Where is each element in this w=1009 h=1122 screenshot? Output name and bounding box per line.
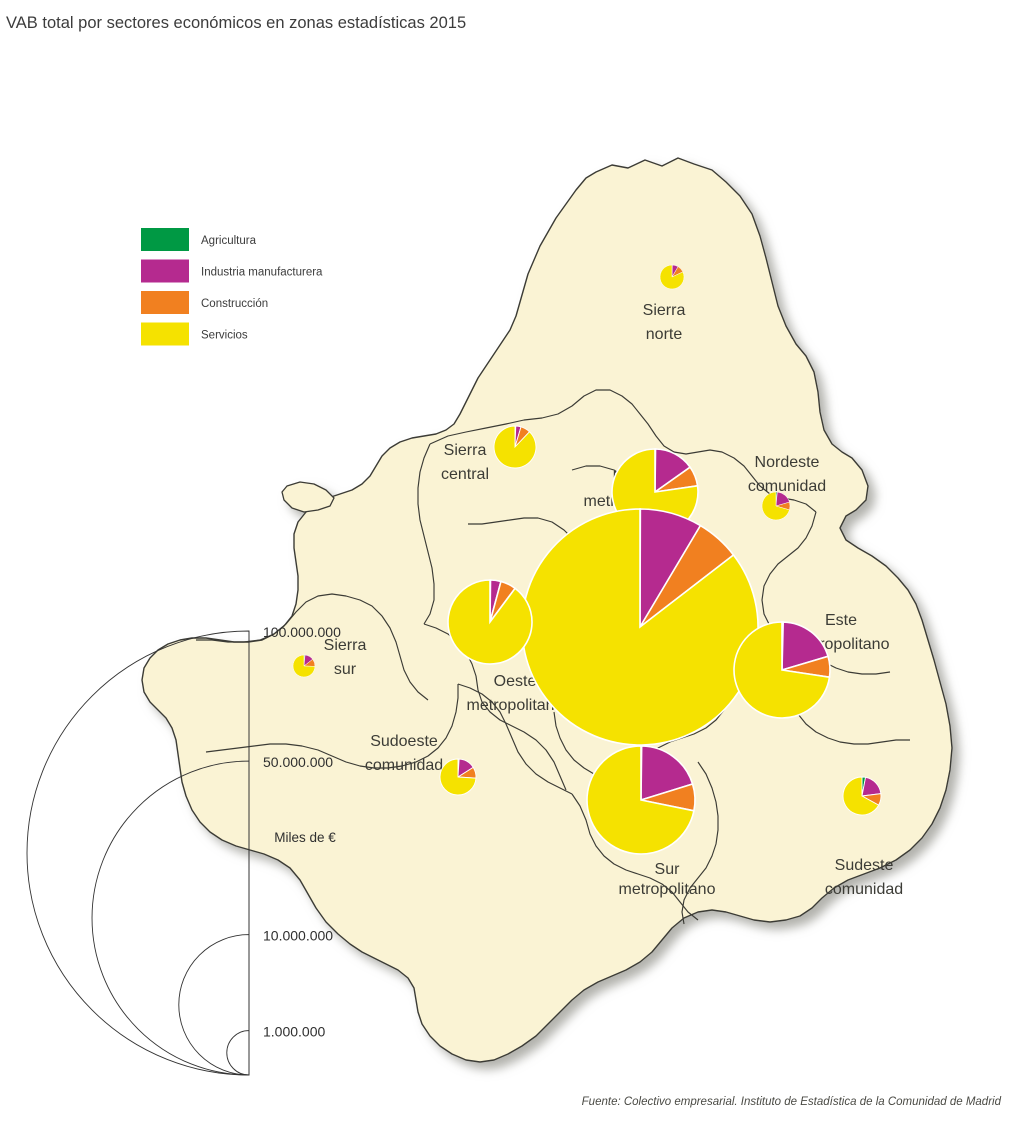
pie-slice-servicios xyxy=(493,425,537,469)
pie-slice-industria xyxy=(781,621,830,672)
boundary-sur-east xyxy=(681,761,719,925)
pie-slice-servicios xyxy=(842,776,880,816)
zone-label-sierra-central-2: central xyxy=(441,466,489,483)
pie-slice-servicios xyxy=(659,264,685,290)
zone-label-sur-metropolitano-2: metropolitano xyxy=(619,881,716,898)
legend-swatch-agricultura xyxy=(141,228,189,251)
pie-nordeste-comunidad xyxy=(761,491,791,521)
legend-label-construccion: Construcción xyxy=(201,298,268,310)
boundary-sudoeste xyxy=(457,683,573,795)
scale-circle-50000000 xyxy=(91,760,250,1076)
legend-label-agricultura: Agricultura xyxy=(201,235,257,247)
scale-tick-label-50000000: 50.000.000 xyxy=(263,754,333,770)
zone-label-sudoeste-comunidad-2: comunidad xyxy=(365,757,443,774)
pie-este-metropolitano xyxy=(733,621,831,719)
zone-label-sierra-norte: Sierra xyxy=(643,302,686,319)
source-note: Fuente: Colectivo empresarial. Instituto… xyxy=(581,1096,1001,1108)
zone-label-sierra-sur: Sierra xyxy=(324,637,367,654)
zone-label-sudeste-comunidad-2: comunidad xyxy=(825,881,903,898)
pie-markers-layer xyxy=(292,264,882,855)
zone-label-sierra-sur-2: sur xyxy=(334,661,357,678)
legend-swatch-industria xyxy=(141,259,189,283)
pie-slice-servicios xyxy=(761,491,790,521)
legend-swatch-servicios xyxy=(141,322,189,346)
map-exclave xyxy=(281,481,335,513)
scale-circle-100000000 xyxy=(26,630,250,1076)
zone-label-sudeste-comunidad: Sudeste xyxy=(835,857,894,874)
scale-tick-label-1000000: 1.000.000 xyxy=(263,1024,325,1040)
legend-label-servicios: Servicios xyxy=(201,330,248,342)
boundary-sierra-sur xyxy=(196,593,429,701)
zone-label-oeste-metropolitano: Oeste xyxy=(494,673,537,690)
pie-sudoeste-comunidad xyxy=(439,758,477,796)
pie-madrid xyxy=(521,508,759,746)
page-title: VAB total por sectores económicos en zon… xyxy=(6,14,467,32)
zone-label-nordeste-comunidad-2: comunidad xyxy=(748,478,826,495)
pie-sierra-central xyxy=(493,425,537,469)
boundary-sur-metropolitano xyxy=(571,793,699,921)
boundary-sierra-central xyxy=(417,443,435,625)
zone-label-sierra-norte-2: norte xyxy=(646,326,683,343)
pie-slice-servicios xyxy=(447,579,533,665)
pie-oeste-metropolitano xyxy=(447,579,533,665)
size-scale-legend: Miles de € 100.000.000 50.000.000 10.000.00… xyxy=(26,624,341,1076)
pie-sudeste-comunidad xyxy=(842,776,882,816)
scale-tick-label-100000000: 100.000.000 xyxy=(263,624,341,640)
pie-slice-servicios xyxy=(292,654,316,678)
scale-circle-10000000 xyxy=(178,934,250,1076)
pie-slice-servicios xyxy=(586,745,695,855)
pie-slice-servicios xyxy=(439,758,477,796)
scale-circle-1000000 xyxy=(226,1030,250,1076)
pie-sierra-norte xyxy=(659,264,685,290)
pie-slice-industria xyxy=(640,745,694,802)
pie-sierra-sur xyxy=(292,654,316,678)
legend: Agricultura Industria manufacturera Constr… xyxy=(141,228,323,346)
scale-header: Miles de € xyxy=(274,830,336,845)
boundary-sierra-norte xyxy=(429,389,817,513)
pie-slice-servicios xyxy=(733,621,831,719)
zone-label-nordeste-comunidad: Nordeste xyxy=(755,454,820,471)
legend-label-industria: Industria manufacturera xyxy=(201,267,323,279)
zone-label-sur-metropolitano: Sur xyxy=(655,861,681,878)
zone-label-sudoeste-comunidad: Sudoeste xyxy=(370,733,438,750)
zone-label-oeste-metropolitano-2: metropolitano xyxy=(467,697,564,714)
legend-swatch-construccion xyxy=(141,291,189,314)
zone-label-sierra-central: Sierra xyxy=(444,442,487,459)
zone-label-este-metropolitano: Este xyxy=(825,612,857,629)
scale-tick-label-10000000: 10.000.000 xyxy=(263,928,333,944)
boundary-sierra-sur-south xyxy=(205,684,459,769)
pie-sur-metropolitano xyxy=(586,745,696,855)
